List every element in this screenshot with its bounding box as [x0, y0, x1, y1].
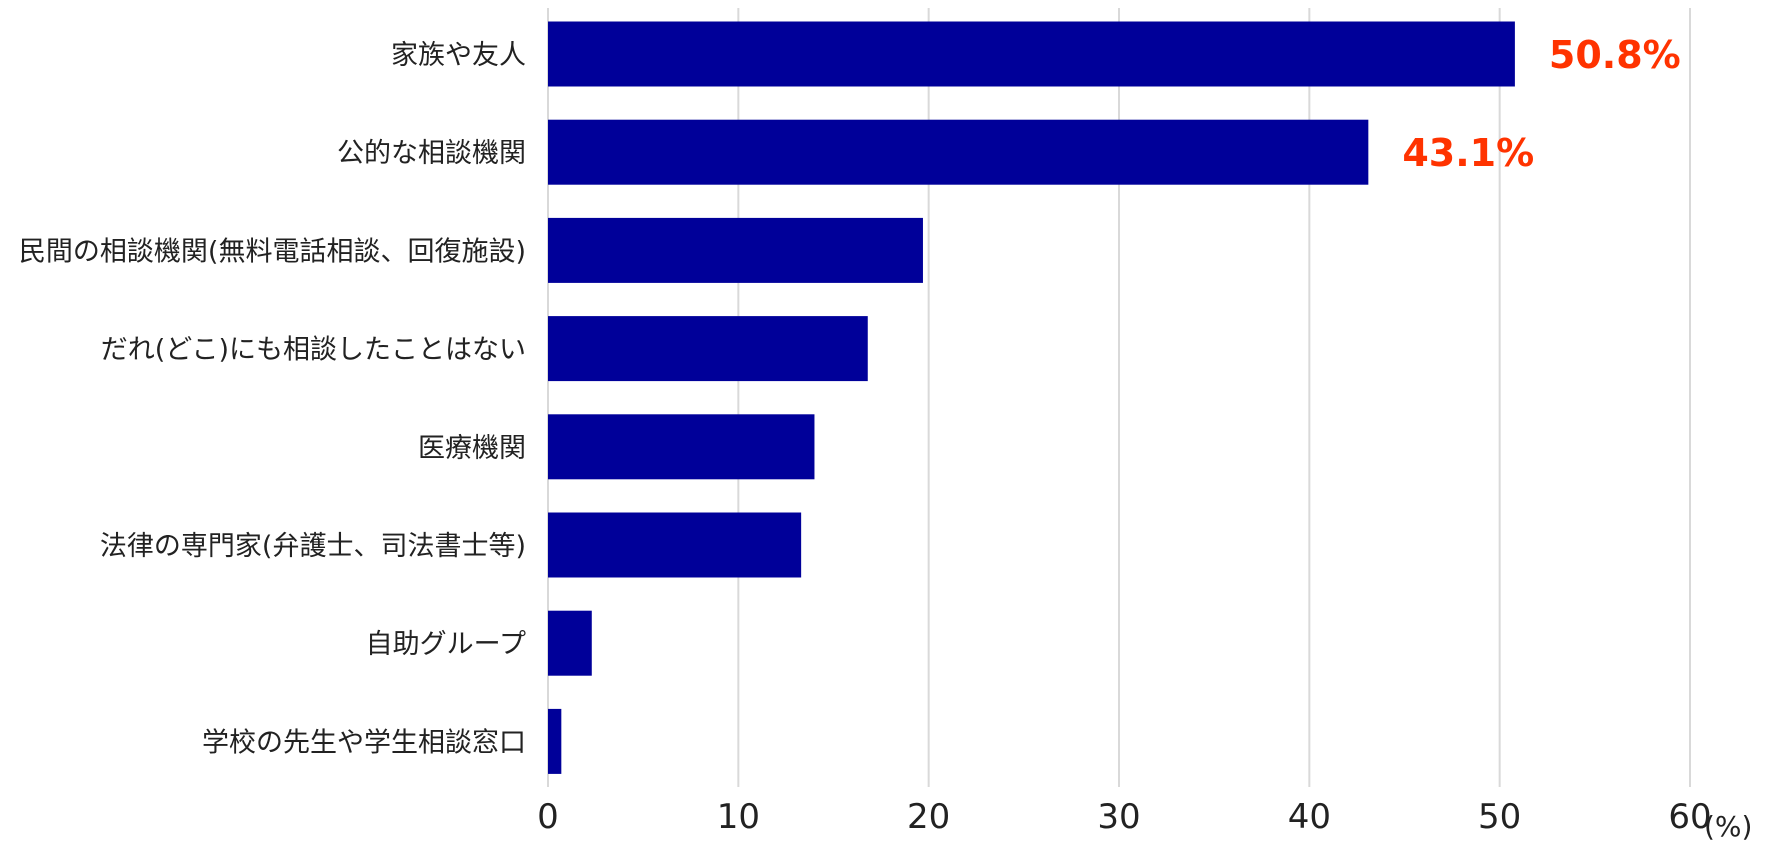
bar [548, 21, 1515, 87]
category-label: 家族や友人 [391, 40, 526, 71]
data-label: 50.8% [1549, 33, 1681, 77]
bar [548, 512, 802, 578]
x-tick-label: 20 [907, 797, 950, 837]
bar [548, 414, 815, 480]
x-tick-label: 30 [1097, 797, 1140, 837]
x-tick-label: 0 [537, 797, 559, 837]
x-tick-label: 60 [1668, 797, 1711, 837]
category-label: 医療機関 [418, 433, 526, 464]
x-tick-label: 40 [1288, 797, 1331, 837]
bar [548, 610, 592, 676]
x-axis-unit-label: (%) [1704, 810, 1752, 843]
x-tick-label: 10 [717, 797, 760, 837]
data-labels: 50.8% 43.1% [1402, 33, 1680, 175]
bar [548, 316, 868, 382]
bar [548, 217, 923, 283]
bar [548, 119, 1369, 185]
x-tick-label: 50 [1478, 797, 1521, 837]
category-label: だれ(どこ)にも相談したことはない [101, 335, 526, 366]
category-label: 学校の先生や学生相談窓口 [202, 727, 526, 758]
category-label: 民間の相談機関(無料電話相談、回復施設) [19, 236, 526, 267]
bars [548, 21, 1515, 774]
data-label: 43.1% [1402, 131, 1534, 175]
category-label: 法律の専門家(弁護士、司法書士等) [100, 531, 526, 562]
bar [548, 708, 562, 774]
x-axis-ticks: 0 10 20 30 40 50 60 [537, 797, 1711, 837]
category-label: 公的な相談機関 [337, 138, 526, 169]
category-label: 自助グループ [366, 629, 526, 660]
